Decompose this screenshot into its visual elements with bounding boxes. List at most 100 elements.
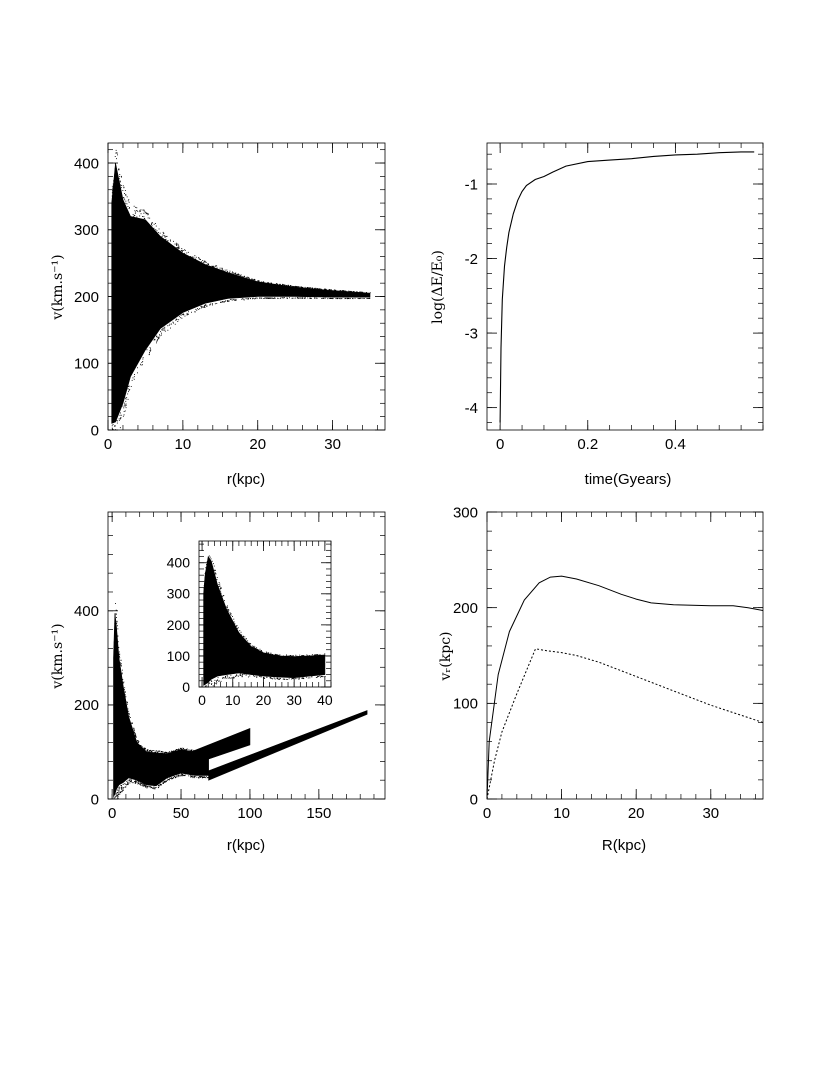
scatter-point	[206, 264, 208, 265]
scatter-point	[118, 647, 120, 648]
scatter-point	[283, 678, 285, 680]
scatter-point	[117, 792, 119, 793]
scatter-point	[150, 349, 152, 351]
scatter-point	[152, 752, 154, 753]
scatter-point	[216, 303, 218, 304]
scatter-point	[194, 776, 195, 777]
scatter-point	[340, 298, 342, 300]
scatter-point	[236, 625, 238, 627]
scatter-point	[202, 776, 204, 778]
scatter-point	[153, 787, 155, 789]
scatter-point	[203, 776, 205, 778]
scatter-point	[124, 689, 125, 691]
scatter-point	[184, 250, 186, 251]
scatter-point	[241, 675, 243, 677]
scatter-point	[158, 785, 160, 786]
scatter-point	[206, 564, 208, 565]
scatter-point	[209, 304, 211, 306]
scatter-point	[128, 389, 130, 391]
scatter-point	[130, 779, 132, 781]
scatter-point	[217, 677, 219, 679]
scatter-point	[151, 222, 153, 224]
scatter-point	[163, 330, 165, 331]
x-tick-label: 0.4	[665, 436, 686, 453]
scatter-point	[347, 297, 349, 299]
scatter-point	[198, 777, 200, 778]
scatter-point	[342, 290, 343, 291]
scatter-point	[155, 750, 157, 752]
scatter-point	[201, 751, 202, 753]
scatter-point	[141, 784, 143, 786]
scatter-point	[115, 152, 117, 154]
scatter-point	[134, 210, 136, 212]
scatter-point	[115, 793, 117, 795]
scatter-point	[126, 701, 128, 703]
scatter-point	[290, 285, 292, 287]
scatter-point	[204, 304, 206, 306]
x-tick-label: 0	[104, 436, 112, 453]
scatter-point	[120, 663, 122, 664]
scatter-point	[123, 783, 125, 785]
scatter-point	[124, 687, 126, 689]
scatter-points	[203, 555, 326, 688]
scatter-point	[122, 784, 124, 785]
scatter-point	[149, 786, 151, 788]
scatter-point	[271, 298, 273, 299]
scatter-point	[145, 213, 147, 215]
scatter-point	[126, 196, 128, 198]
scatter-point	[153, 750, 155, 751]
scatter-point	[118, 169, 119, 171]
scatter-point	[301, 677, 303, 679]
scatter-point	[150, 751, 152, 753]
scatter-point	[119, 792, 121, 794]
scatter-point	[267, 297, 269, 299]
scatter-point	[366, 292, 367, 293]
scatter-point	[203, 585, 205, 586]
scatter-point	[124, 199, 126, 201]
scatter-point	[121, 673, 123, 675]
scatter-point	[207, 777, 209, 778]
scatter-point	[213, 266, 215, 268]
scatter-point	[136, 740, 138, 742]
scatter-point	[213, 563, 214, 565]
scatter-point	[283, 655, 285, 657]
scatter-point	[139, 783, 141, 785]
scatter-point	[189, 750, 191, 752]
scatter-point	[191, 775, 193, 777]
scatter-point	[162, 751, 164, 753]
scatter-point	[119, 656, 120, 657]
scatter-point	[163, 752, 165, 754]
scatter-point	[207, 263, 209, 265]
scatter-point	[227, 301, 228, 302]
scatter-point	[129, 782, 131, 784]
scatter-point	[145, 212, 147, 213]
scatter-point	[227, 300, 228, 301]
scatter-point	[194, 311, 196, 312]
scatter-point	[180, 775, 182, 777]
scatter-point	[257, 649, 259, 650]
scatter-point	[212, 304, 213, 306]
x-tick-label: 20	[628, 805, 645, 822]
scatter-point	[277, 283, 278, 285]
scatter-point	[241, 298, 243, 300]
scatter-point	[145, 785, 147, 787]
scatter-point	[169, 777, 171, 779]
scatter-point	[287, 679, 289, 680]
scatter-point	[152, 787, 154, 789]
scatter-point	[174, 777, 176, 779]
scatter-point	[220, 588, 222, 589]
scatter-point	[343, 290, 345, 292]
scatter-point	[366, 298, 368, 299]
scatter-point	[129, 713, 130, 715]
scatter-point	[164, 326, 166, 328]
scatter-point	[198, 751, 200, 753]
scatter-point	[156, 230, 158, 232]
scatter-point	[165, 780, 167, 782]
scatter-point	[170, 327, 171, 329]
scatter-point	[203, 306, 205, 308]
scatter-point	[135, 782, 137, 784]
xlabel: r(kpc)	[227, 471, 265, 488]
scatter-point	[221, 268, 223, 270]
scatter-point	[333, 289, 335, 291]
scatter-point	[125, 786, 127, 788]
